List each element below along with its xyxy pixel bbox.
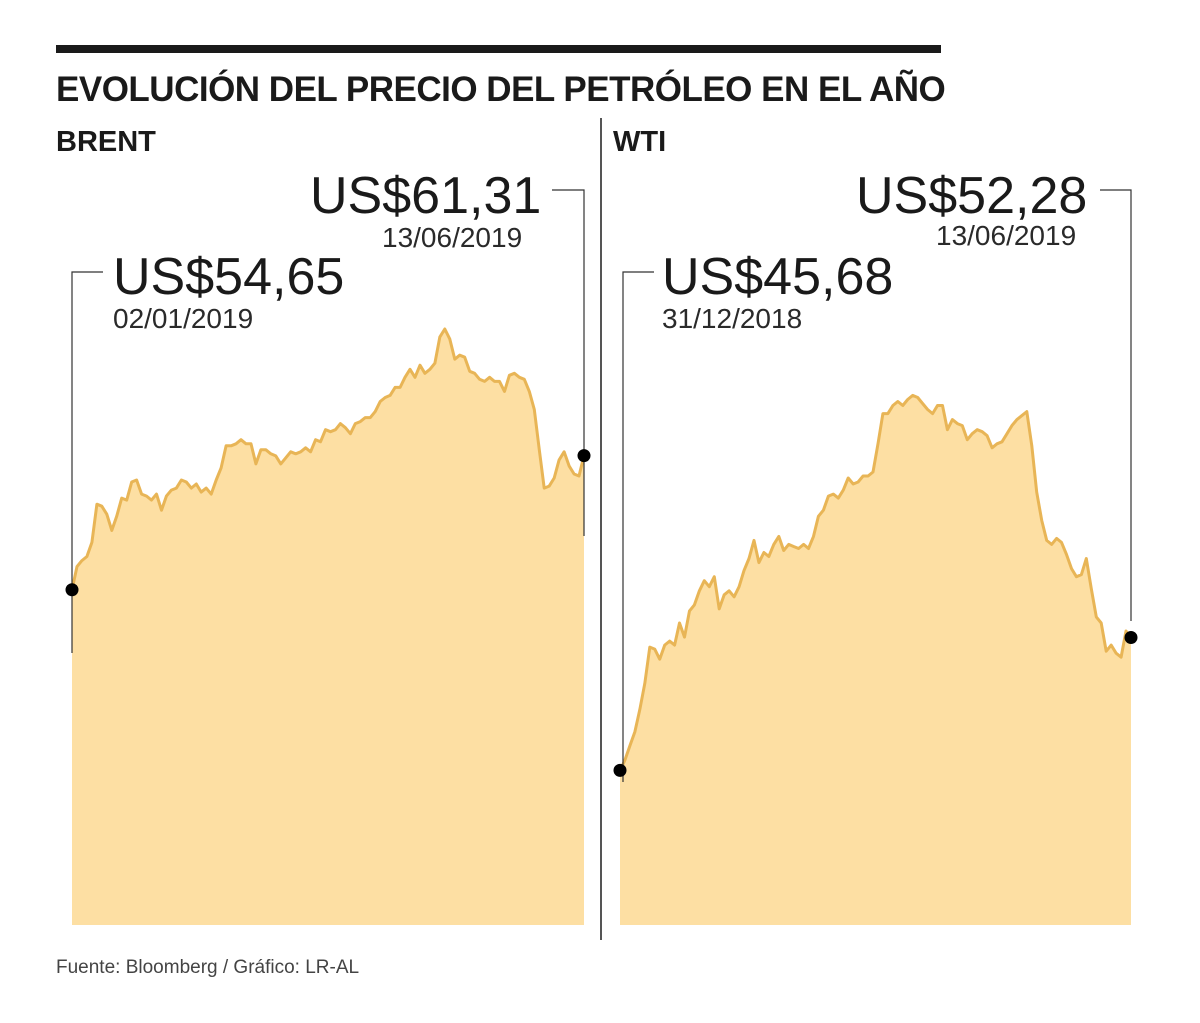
wti-series-line	[618, 393, 1133, 772]
wti-end-point	[1124, 630, 1138, 644]
brent-start-value: US$54,65	[113, 248, 345, 306]
brent-end-point	[577, 449, 591, 463]
brent-series-line	[70, 327, 586, 591]
brent-end-leader	[552, 189, 585, 536]
wti-start-leader	[622, 271, 654, 782]
wti-start-value: US$45,68	[662, 248, 894, 306]
chart-title: EVOLUCIÓN DEL PRECIO DEL PETRÓLEO EN EL …	[56, 70, 946, 109]
brent-start-point	[65, 583, 79, 597]
wti-end-value: US$52,28	[856, 167, 1088, 225]
panel-divider	[600, 118, 602, 940]
wti-area	[620, 395, 1131, 925]
wti-start-date: 31/12/2018	[662, 303, 803, 334]
brent-chart	[65, 189, 591, 925]
brent-subtitle: BRENT	[56, 126, 156, 158]
wti-subtitle: WTI	[613, 126, 667, 158]
brent-area	[72, 329, 584, 925]
title-rule	[56, 45, 941, 53]
wti-start-point	[613, 763, 627, 777]
brent-end-value: US$61,31	[310, 167, 542, 225]
source-note: Fuente: Bloomberg / Gráfico: LR-AL	[56, 957, 360, 978]
brent-start-date: 02/01/2019	[113, 303, 254, 334]
brent-end-date: 13/06/2019	[382, 222, 523, 253]
wti-chart	[613, 189, 1138, 925]
wti-end-leader	[1100, 189, 1132, 621]
brent-start-leader	[71, 271, 103, 653]
wti-end-date: 13/06/2019	[936, 220, 1077, 251]
